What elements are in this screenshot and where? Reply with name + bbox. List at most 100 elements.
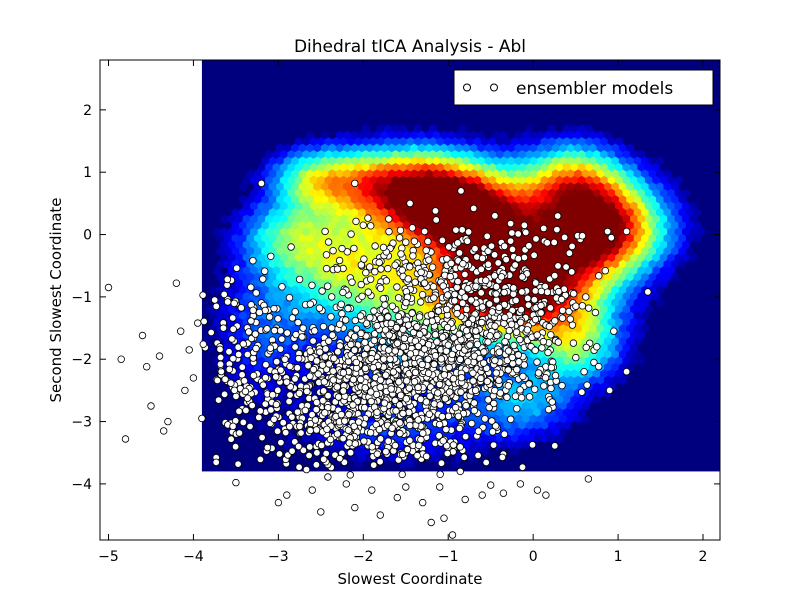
scatter-point [483,232,491,240]
scatter-point [569,339,578,347]
scatter-point [454,239,462,247]
scatter-point [403,445,412,454]
scatter-point [433,338,441,346]
scatter-point [402,238,410,246]
scatter-point [249,371,258,380]
scatter-point [516,318,525,326]
scatter-point [360,255,368,263]
scatter-point [259,275,267,283]
scatter-point [490,251,499,259]
scatter-point [402,298,410,307]
scatter-point [477,265,485,273]
scatter-point [458,226,466,234]
scatter-point [568,268,576,276]
scatter-point [237,304,245,312]
scatter-point [516,335,524,344]
scatter-point [500,430,509,438]
scatter-point [439,437,447,445]
scatter-point [445,363,453,372]
scatter-point [265,313,274,321]
scatter-point [283,329,291,337]
scatter-point [304,362,312,370]
scatter-point [379,243,388,252]
scatter-point [318,361,327,369]
scatter-point [524,294,532,303]
scatter-point [583,381,591,389]
scatter-point [533,358,541,366]
scatter-point [334,348,342,356]
scatter-point [525,393,534,401]
scatter-point [470,399,478,407]
scatter-point [348,278,356,286]
scatter-point [551,371,560,380]
scatter-point [464,358,472,366]
scatter-point [261,374,270,382]
scatter-point [295,354,303,363]
scatter-point [435,420,444,429]
scatter-point [420,227,429,236]
scatter-point [393,339,402,347]
scatter-point [229,325,237,333]
scatter-point [507,415,515,423]
scatter-point [288,413,296,421]
scatter-point [464,285,472,293]
scatter-point [459,260,467,268]
scatter-point [454,412,463,420]
scatter-point [216,345,224,353]
scatter-point [391,261,399,269]
scatter-point [322,264,331,273]
scatter-point [325,360,333,368]
scatter-point [364,288,372,296]
scatter-point [504,382,512,390]
scatter-point [328,331,337,339]
scatter-point [409,252,417,260]
scatter-point [442,425,450,434]
scatter-point [539,337,548,346]
scatter-point [293,364,302,372]
scatter-point [358,292,366,300]
scatter-point [267,252,275,260]
scatter-point [405,384,413,392]
scatter-point [418,291,427,299]
scatter-point [523,326,532,334]
scatter-point [337,410,346,419]
scatter-point [461,270,469,279]
scatter-point [319,397,327,405]
scatter-point [291,343,299,351]
scatter-point [323,282,332,290]
scatter-point [520,361,528,369]
scatter-point [512,296,520,305]
scatter-point [352,358,360,367]
scatter-point [532,235,540,243]
scatter-point [312,461,321,469]
scatter-point [386,355,394,363]
scatter-point [520,253,529,262]
scatter-point [474,427,483,435]
scatter-point [473,340,482,348]
scatter-point [422,246,430,254]
scatter-point [497,273,506,281]
scatter-point [399,343,407,351]
scatter-point [311,416,320,424]
scatter-point [506,237,515,245]
scatter-point [387,319,395,328]
scatter-point [270,415,278,423]
scatter-point [595,362,603,371]
scatter-point [273,358,281,366]
scatter-point [397,250,405,258]
scatter-point [274,315,282,323]
scatter-point [295,389,303,397]
scatter-point [214,396,223,404]
scatter-point [370,461,378,469]
scatter-point [434,389,442,397]
scatter-point [471,244,479,253]
scatter-point [350,244,358,253]
scatter-point [384,264,392,273]
scatter-point [449,375,458,383]
scatter-point [283,378,291,386]
scatter-point [400,334,408,343]
scatter-point [225,348,233,356]
scatter-point [513,405,521,413]
scatter-point [262,361,270,369]
scatter-point [313,398,321,407]
